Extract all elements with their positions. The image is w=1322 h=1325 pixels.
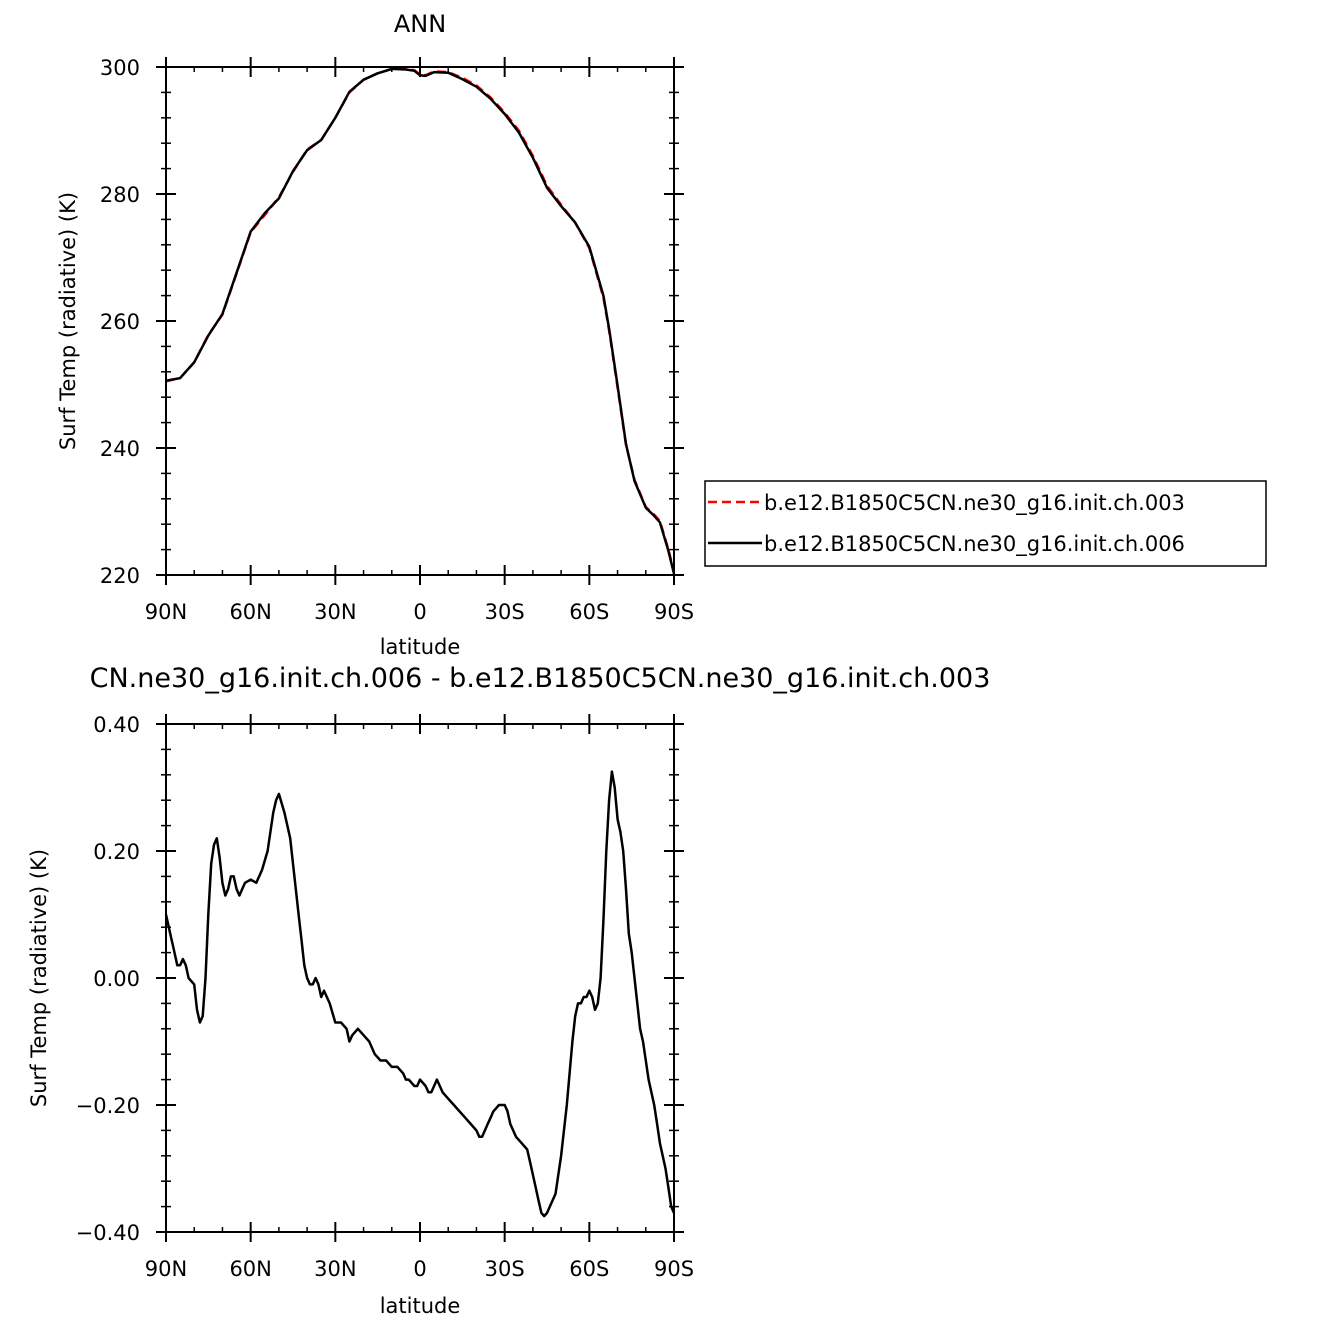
x-tick-label: 0 [413, 1257, 426, 1281]
y-tick-label: 0.40 [93, 713, 140, 737]
x-axis-label: latitude [380, 1294, 461, 1318]
legend: b.e12.B1850C5CN.ne30_g16.init.ch.003 b.e… [704, 480, 1267, 567]
y-tick-label: 240 [100, 437, 140, 461]
chart-absolute-temperature: ANN 90N 60N 30N 0 30S 60S 90S 220240260280300 … [56, 10, 1267, 659]
y-axis-tick-labels: 220 240 260 280 300 [100, 56, 140, 588]
x-tick-label: 90S [654, 1257, 694, 1281]
y-tick-label: −0.40 [76, 1221, 140, 1245]
series-line-1 [164, 770, 676, 1218]
y-tick-label: −0.20 [76, 1094, 140, 1118]
x-tick-label: 0 [413, 600, 426, 624]
y-axis-label: Surf Temp (radiative) (K) [27, 849, 51, 1107]
chart-title: ANN [394, 10, 446, 38]
y-tick-label: 300 [100, 56, 140, 80]
x-tick-label: 30N [314, 600, 356, 624]
y-tick-label: 0.20 [93, 840, 140, 864]
x-tick-label: 90N [145, 1257, 187, 1281]
series-line-1 [165, 67, 676, 573]
x-tick-label: 30N [314, 1257, 356, 1281]
x-tick-label: 90N [145, 600, 187, 624]
chart-plot-area [164, 770, 676, 1218]
legend-label-series-2: b.e12.B1850C5CN.ne30_g16.init.ch.006 [764, 532, 1185, 557]
y-axis-label: Surf Temp (radiative) (K) [56, 192, 80, 450]
legend-label-series-1: b.e12.B1850C5CN.ne30_g16.init.ch.003 [764, 491, 1185, 516]
x-axis-label: latitude [380, 635, 461, 659]
series-line-2 [165, 67, 676, 574]
y-tick-label: 0.00 [93, 967, 140, 991]
y-axis-tick-labels: −0.40 −0.20 0.00 0.20 0.40 [76, 713, 140, 1245]
x-axis-tick-labels: 90N 60N 30N 0 30S 60S 90S [145, 1257, 694, 1281]
x-tick-label: 60N [229, 600, 271, 624]
x-tick-label: 60S [569, 600, 609, 624]
y-tick-label: 260 [100, 310, 140, 334]
plot-frame [165, 66, 675, 576]
y-tick-label: 280 [100, 183, 140, 207]
x-tick-label: 30S [485, 1257, 525, 1281]
chart-title: CN.ne30_g16.init.ch.006 - b.e12.B1850C5C… [90, 663, 991, 694]
x-tick-label: 60N [229, 1257, 271, 1281]
x-axis-tick-labels: 90N 60N 30N 0 30S 60S 90S [145, 600, 694, 624]
axis-ticks [156, 57, 684, 585]
x-tick-label: 30S [485, 600, 525, 624]
chart-difference: CN.ne30_g16.init.ch.006 - b.e12.B1850C5C… [27, 663, 990, 1318]
plot-frame [165, 723, 675, 1233]
legend-box [704, 480, 1267, 567]
chart-plot-area [165, 67, 676, 574]
y-tick-label: 220 [100, 564, 140, 588]
x-tick-label: 90S [654, 600, 694, 624]
axis-ticks [156, 714, 684, 1242]
x-tick-label: 60S [569, 1257, 609, 1281]
